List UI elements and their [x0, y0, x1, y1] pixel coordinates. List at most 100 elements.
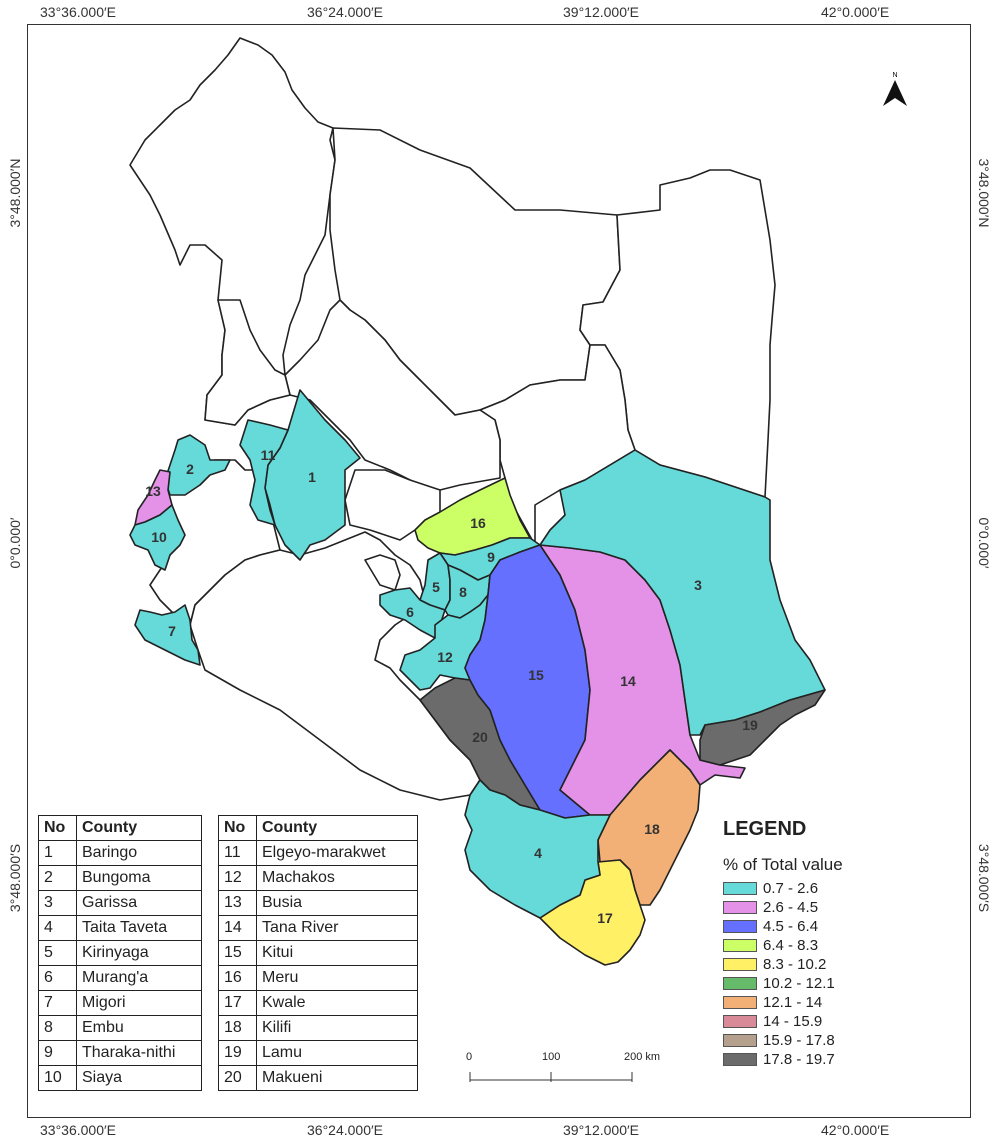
- county-name: Elgeyo-marakwet: [256, 840, 418, 866]
- table-row: 1 Baringo: [38, 840, 202, 866]
- table-row: 10 Siaya: [38, 1065, 202, 1091]
- county-siaya: [129, 504, 186, 571]
- county-nairobi-area: [364, 554, 401, 591]
- coord-top-4: 42°0.000′E: [821, 4, 890, 20]
- county-number: 4: [38, 915, 77, 941]
- table-row: 17 Kwale: [218, 990, 418, 1016]
- coord-bottom-3: 39°12.000′E: [563, 1122, 639, 1138]
- table-row: 14 Tana River: [218, 915, 418, 941]
- county-name: Makueni: [256, 1065, 418, 1091]
- legend-label: 15.9 - 17.8: [763, 1032, 835, 1049]
- county-number: 15: [218, 940, 257, 966]
- table-row: 16 Meru: [218, 965, 418, 991]
- legend-label: 0.7 - 2.6: [763, 880, 819, 897]
- county-name: Tana River: [256, 915, 418, 941]
- scale-bar: 0 100 200 km: [460, 1048, 680, 1088]
- coord-top-1: 33°36.000′E: [40, 4, 116, 20]
- legend-label: 6.4 - 8.3: [763, 937, 819, 954]
- county-table-1: No County 1 Baringo 2 Bungoma 3 Garissa 4 Taita…: [38, 815, 202, 1091]
- county-number: 1: [38, 840, 77, 866]
- legend-swatch: [723, 1053, 757, 1066]
- county-name: Busia: [256, 890, 418, 916]
- county-elgeyo-marakwet: [239, 419, 289, 526]
- table-row: 8 Embu: [38, 1015, 202, 1041]
- map-label-4: 4: [534, 845, 542, 861]
- county-name: Tharaka-nithi: [76, 1040, 202, 1066]
- legend-item: 12.1 - 14: [723, 993, 843, 1012]
- map-label-10: 10: [151, 529, 167, 545]
- legend-label: 10.2 - 12.1: [763, 975, 835, 992]
- legend-item: 4.5 - 6.4: [723, 917, 843, 936]
- county-name: Meru: [256, 965, 418, 991]
- county-name: Lamu: [256, 1040, 418, 1066]
- legend: LEGEND % of Total value 0.7 - 2.6 2.6 - 4…: [723, 818, 843, 1069]
- legend-item: 17.8 - 19.7: [723, 1050, 843, 1069]
- map-label-19: 19: [742, 717, 758, 733]
- table-row: 12 Machakos: [218, 865, 418, 891]
- county-name: Taita Taveta: [76, 915, 202, 941]
- legend-swatch: [723, 1034, 757, 1047]
- map-label-9: 9: [487, 549, 495, 565]
- legend-label: 17.8 - 19.7: [763, 1051, 835, 1068]
- county-number: 6: [38, 965, 77, 991]
- table-row: 13 Busia: [218, 890, 418, 916]
- map-label-8: 8: [459, 584, 467, 600]
- table-row: 15 Kitui: [218, 940, 418, 966]
- map-label-7: 7: [168, 623, 176, 639]
- legend-item: 14 - 15.9: [723, 1012, 843, 1031]
- legend-item: 0.7 - 2.6: [723, 879, 843, 898]
- county-name: Kilifi: [256, 1015, 418, 1041]
- county-number: 19: [218, 1040, 257, 1066]
- legend-item: 8.3 - 10.2: [723, 955, 843, 974]
- scale-tick-100: 100: [542, 1051, 561, 1063]
- legend-item: 6.4 - 8.3: [723, 936, 843, 955]
- county-name: Murang'a: [76, 965, 202, 991]
- county-number: 11: [218, 840, 257, 866]
- table-row: 6 Murang'a: [38, 965, 202, 991]
- legend-label: 14 - 15.9: [763, 1013, 823, 1030]
- table-row: 2 Bungoma: [38, 865, 202, 891]
- table-row: 4 Taita Taveta: [38, 915, 202, 941]
- legend-swatch: [723, 920, 757, 933]
- legend-swatch: [723, 939, 757, 952]
- county-number: 14: [218, 915, 257, 941]
- county-number: 8: [38, 1015, 77, 1041]
- county-name: Machakos: [256, 865, 418, 891]
- map-label-13: 13: [145, 483, 161, 499]
- county-number: 7: [38, 990, 77, 1016]
- legend-label: 12.1 - 14: [763, 994, 823, 1011]
- county-taita-taveta: [464, 779, 611, 919]
- legend-subtitle: % of Total value: [723, 855, 843, 874]
- legend-swatch: [723, 901, 757, 914]
- map-label-2: 2: [186, 461, 194, 477]
- map-label-11: 11: [261, 447, 276, 463]
- county-number: 5: [38, 940, 77, 966]
- county-name: Garissa: [76, 890, 202, 916]
- table-row: 9 Tharaka-nithi: [38, 1040, 202, 1066]
- county-samburu: [284, 299, 501, 491]
- north-arrow-icon: N: [880, 70, 910, 117]
- map-label-15: 15: [528, 667, 544, 683]
- legend-label: 2.6 - 4.5: [763, 899, 819, 916]
- north-label: N: [892, 72, 897, 79]
- coord-bottom-1: 33°36.000′E: [40, 1122, 116, 1138]
- county-name: Migori: [76, 990, 202, 1016]
- county-name: Kirinyaga: [76, 940, 202, 966]
- coord-top-2: 36°24.000′E: [307, 4, 383, 20]
- county-number: 9: [38, 1040, 77, 1066]
- county-number: 13: [218, 890, 257, 916]
- county-number: 2: [38, 865, 77, 891]
- county-number: 10: [38, 1065, 77, 1091]
- table-row: 19 Lamu: [218, 1040, 418, 1066]
- legend-swatch: [723, 977, 757, 990]
- legend-item: 2.6 - 4.5: [723, 898, 843, 917]
- county-number: 3: [38, 890, 77, 916]
- table-row: 18 Kilifi: [218, 1015, 418, 1041]
- county-name: Baringo: [76, 840, 202, 866]
- county-number: 17: [218, 990, 257, 1016]
- map-label-18: 18: [644, 821, 660, 837]
- table1-header-no: No: [38, 815, 77, 841]
- table-row: 3 Garissa: [38, 890, 202, 916]
- map-label-5: 5: [432, 579, 440, 595]
